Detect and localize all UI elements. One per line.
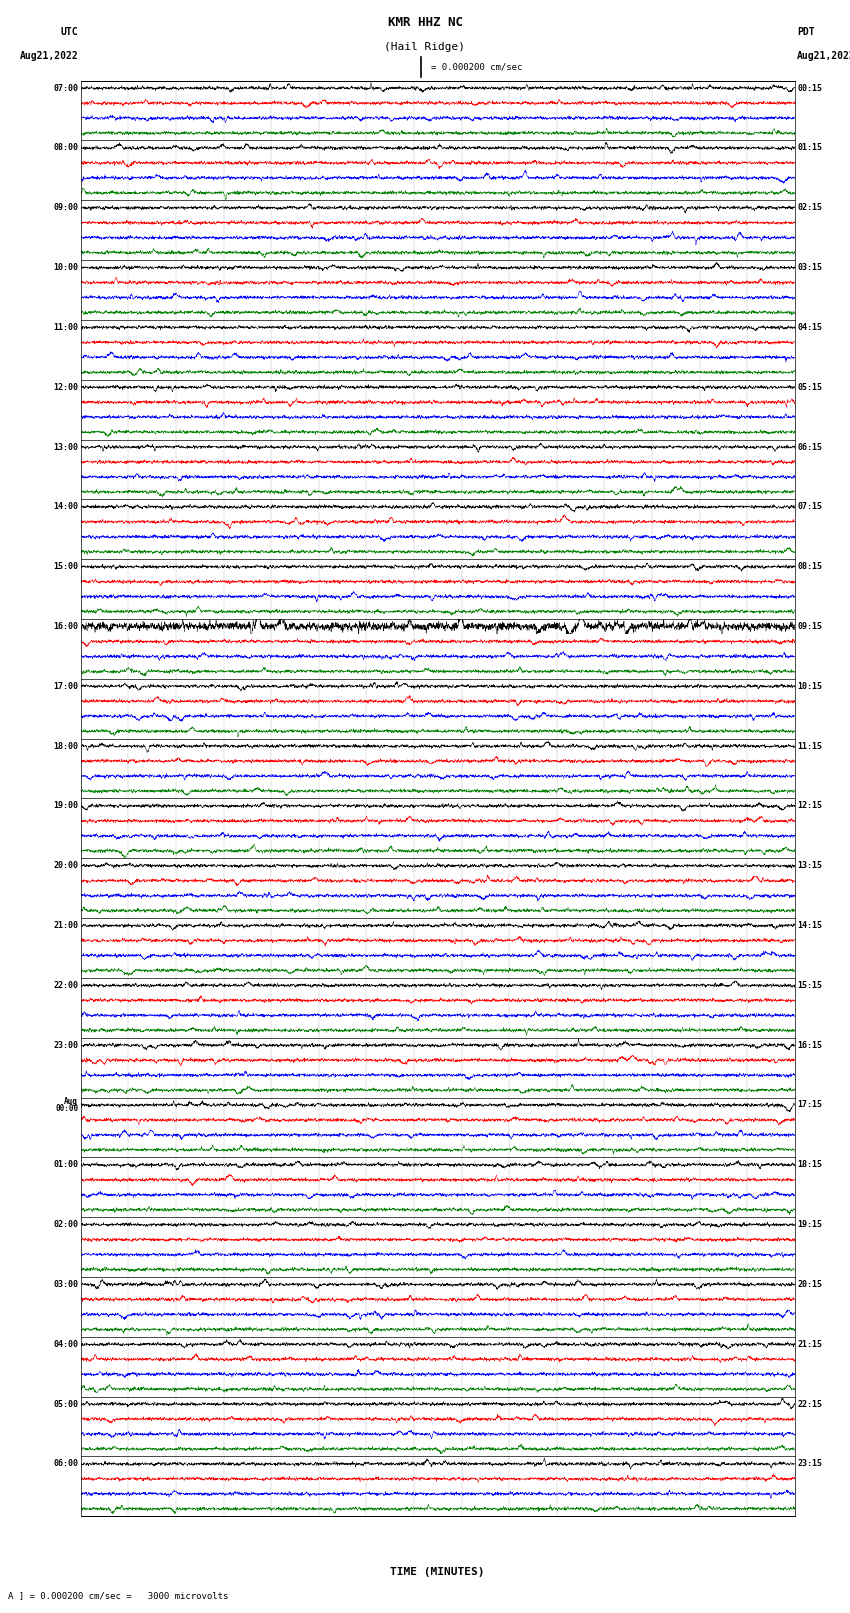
Text: 15:15: 15:15 — [797, 981, 822, 990]
Text: TIME (MINUTES): TIME (MINUTES) — [390, 1568, 485, 1578]
Text: PDT: PDT — [797, 27, 815, 37]
Text: 23:15: 23:15 — [797, 1460, 822, 1468]
Text: 13:00: 13:00 — [54, 442, 78, 452]
Text: 09:00: 09:00 — [54, 203, 78, 213]
Text: UTC: UTC — [60, 27, 78, 37]
Text: 20:00: 20:00 — [54, 861, 78, 871]
Text: 21:00: 21:00 — [54, 921, 78, 931]
Text: 08:00: 08:00 — [54, 144, 78, 153]
Text: 16:00: 16:00 — [54, 623, 78, 631]
Text: 05:00: 05:00 — [54, 1400, 78, 1408]
Text: A ] = 0.000200 cm/sec =   3000 microvolts: A ] = 0.000200 cm/sec = 3000 microvolts — [8, 1590, 229, 1600]
Text: (Hail Ridge): (Hail Ridge) — [384, 42, 466, 52]
Text: 07:15: 07:15 — [797, 502, 822, 511]
Text: 21:15: 21:15 — [797, 1340, 822, 1348]
Text: 04:15: 04:15 — [797, 323, 822, 332]
Text: = 0.000200 cm/sec: = 0.000200 cm/sec — [431, 63, 522, 71]
Text: 11:15: 11:15 — [797, 742, 822, 750]
Text: 02:00: 02:00 — [54, 1219, 78, 1229]
Text: 02:15: 02:15 — [797, 203, 822, 213]
Text: 04:00: 04:00 — [54, 1340, 78, 1348]
Text: 23:00: 23:00 — [54, 1040, 78, 1050]
Text: 15:00: 15:00 — [54, 563, 78, 571]
Text: 01:00: 01:00 — [54, 1160, 78, 1169]
Text: 14:00: 14:00 — [54, 502, 78, 511]
Text: 07:00: 07:00 — [54, 84, 78, 92]
Text: 16:15: 16:15 — [797, 1040, 822, 1050]
Text: 14:15: 14:15 — [797, 921, 822, 931]
Text: 12:00: 12:00 — [54, 382, 78, 392]
Text: Aug21,2022: Aug21,2022 — [20, 52, 78, 61]
Text: 13:15: 13:15 — [797, 861, 822, 871]
Text: 03:00: 03:00 — [54, 1281, 78, 1289]
Text: 10:00: 10:00 — [54, 263, 78, 273]
Text: 11:00: 11:00 — [54, 323, 78, 332]
Text: 09:15: 09:15 — [797, 623, 822, 631]
Text: 18:00: 18:00 — [54, 742, 78, 750]
Text: 19:00: 19:00 — [54, 802, 78, 810]
Text: 08:15: 08:15 — [797, 563, 822, 571]
Text: 06:15: 06:15 — [797, 442, 822, 452]
Text: 22:15: 22:15 — [797, 1400, 822, 1408]
Text: 22:00: 22:00 — [54, 981, 78, 990]
Text: 05:15: 05:15 — [797, 382, 822, 392]
Text: 01:15: 01:15 — [797, 144, 822, 153]
Text: Aug21,2022: Aug21,2022 — [797, 52, 850, 61]
Text: 19:15: 19:15 — [797, 1219, 822, 1229]
Text: 00:00: 00:00 — [55, 1105, 78, 1113]
Text: 10:15: 10:15 — [797, 682, 822, 690]
Text: 17:00: 17:00 — [54, 682, 78, 690]
Text: 20:15: 20:15 — [797, 1281, 822, 1289]
Text: 12:15: 12:15 — [797, 802, 822, 810]
Text: 03:15: 03:15 — [797, 263, 822, 273]
Text: 18:15: 18:15 — [797, 1160, 822, 1169]
Text: KMR HHZ NC: KMR HHZ NC — [388, 16, 462, 29]
Text: Aug: Aug — [65, 1097, 78, 1107]
Text: 06:00: 06:00 — [54, 1460, 78, 1468]
Text: 17:15: 17:15 — [797, 1100, 822, 1110]
Text: 00:15: 00:15 — [797, 84, 822, 92]
